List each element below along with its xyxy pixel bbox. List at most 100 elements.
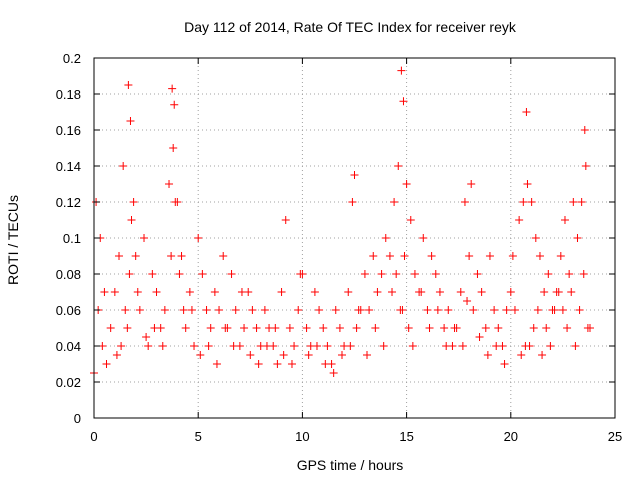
data-point <box>581 162 590 170</box>
data-point <box>473 270 482 278</box>
data-point <box>304 351 313 359</box>
y-tick-label: 0.04 <box>56 339 81 354</box>
data-point <box>279 351 288 359</box>
chart-title: Day 112 of 2014, Rate Of TEC Index for r… <box>184 19 517 35</box>
data-point <box>533 306 542 314</box>
data-point <box>240 324 249 332</box>
data-point <box>127 216 136 224</box>
y-tick-label: 0.12 <box>56 195 81 210</box>
y-tick-label: 0.2 <box>63 51 81 66</box>
data-point <box>517 351 526 359</box>
data-point <box>483 351 492 359</box>
data-point <box>179 306 188 314</box>
x-tick-label: 10 <box>295 429 309 444</box>
data-point <box>290 342 299 350</box>
data-point <box>396 306 405 314</box>
data-point <box>369 252 378 260</box>
data-point <box>204 342 213 350</box>
data-point <box>550 306 559 314</box>
data-point <box>171 198 180 206</box>
data-point <box>170 100 179 109</box>
data-point <box>556 252 565 260</box>
data-point <box>538 351 547 359</box>
y-tick-label: 0.14 <box>56 159 81 174</box>
data-point <box>215 306 224 314</box>
data-point <box>124 81 133 89</box>
data-point <box>152 288 161 296</box>
data-point <box>140 234 149 242</box>
data-point <box>381 234 390 242</box>
data-point <box>431 270 440 278</box>
data-point <box>121 306 130 314</box>
data-point <box>433 306 442 314</box>
data-point <box>435 288 444 296</box>
data-point <box>458 342 467 350</box>
data-point <box>196 351 205 359</box>
data-point <box>475 333 484 341</box>
data-point <box>558 306 567 314</box>
data-point <box>129 198 138 206</box>
data-point <box>135 306 144 314</box>
data-point <box>354 306 363 314</box>
x-tick-label: 25 <box>608 429 622 444</box>
data-point <box>510 306 519 314</box>
data-point <box>485 252 494 260</box>
data-point <box>529 324 538 332</box>
data-point <box>450 324 459 332</box>
data-point <box>363 351 372 359</box>
data-point <box>575 306 584 314</box>
data-point <box>502 306 511 314</box>
data-point <box>185 288 194 296</box>
data-point <box>319 324 328 332</box>
x-tick-label: 15 <box>399 429 413 444</box>
data-point <box>110 288 119 296</box>
data-point <box>523 180 532 188</box>
data-point <box>525 342 534 350</box>
data-point <box>181 324 190 332</box>
data-point <box>221 324 230 332</box>
data-point <box>544 270 553 278</box>
y-tick-label: 0.1 <box>63 231 81 246</box>
data-point <box>273 360 282 368</box>
data-point <box>542 324 551 332</box>
data-point <box>400 252 409 260</box>
data-point <box>102 360 111 368</box>
data-point <box>385 252 394 260</box>
data-point <box>379 342 388 350</box>
data-point <box>321 360 330 368</box>
data-point <box>580 126 589 134</box>
data-point <box>425 324 434 332</box>
data-point <box>219 252 228 260</box>
data-point <box>467 180 476 188</box>
x-tick-labels: 0 5 10 15 20 25 <box>90 429 622 444</box>
data-point <box>148 270 157 278</box>
data-point <box>423 306 432 314</box>
y-tick-label: 0.06 <box>56 303 81 318</box>
data-point <box>167 252 176 260</box>
data-point <box>399 97 408 106</box>
data-point <box>444 306 453 314</box>
data-point <box>168 84 177 93</box>
y-tick-label: 0.02 <box>56 375 81 390</box>
data-point <box>540 288 549 296</box>
data-point <box>569 198 578 206</box>
data-point <box>125 270 134 278</box>
data-point <box>198 270 207 278</box>
data-point <box>271 324 280 332</box>
data-point <box>117 342 126 350</box>
data-point <box>335 324 344 332</box>
x-tick-label: 5 <box>195 429 202 444</box>
x-tick-label: 0 <box>90 429 97 444</box>
data-point <box>254 360 263 368</box>
data-point <box>112 351 121 359</box>
data-point <box>312 342 321 350</box>
data-point <box>100 288 109 296</box>
data-point <box>522 108 531 116</box>
data-point <box>563 324 572 332</box>
data-point <box>323 342 332 350</box>
data-point <box>285 324 294 332</box>
data-point <box>165 180 174 188</box>
data-point <box>246 351 255 359</box>
data-point <box>331 306 340 314</box>
